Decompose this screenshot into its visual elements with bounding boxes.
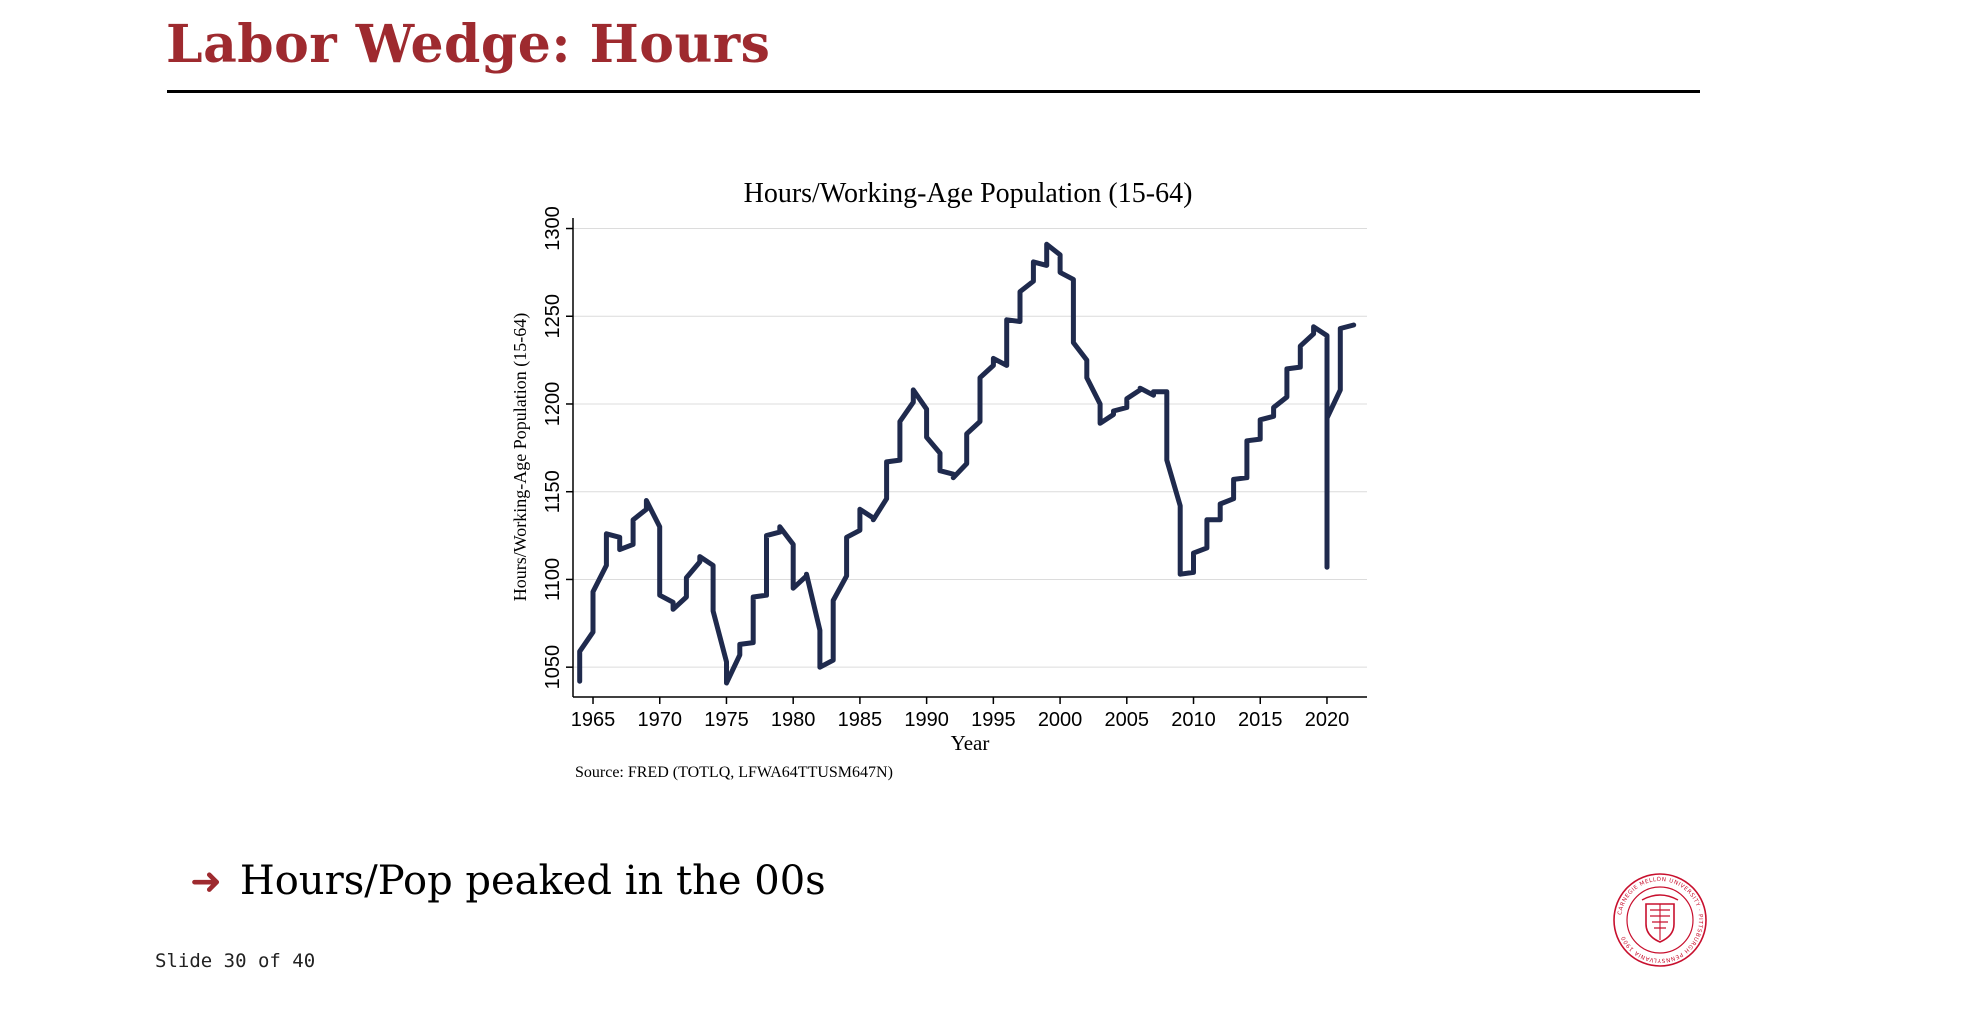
x-tick-label: 1995 [971, 709, 1016, 731]
x-tick-label: 1975 [704, 709, 749, 731]
bullet-point: ➜ Hours/Pop peaked in the 00s [190, 858, 826, 904]
right-arrow-icon: ➜ [190, 859, 222, 903]
university-seal-logo: CARNEGIE MELLON UNIVERSITY · PITTSBURGH … [1613, 873, 1707, 967]
slide-counter: Slide 30 of 40 [155, 950, 316, 972]
chart-source-note: Source: FRED (TOTLQ, LFWA64TTUSM647N) [575, 764, 893, 781]
x-tick-label: 1980 [771, 709, 816, 731]
slide-title: Labor Wedge: Hours [166, 14, 771, 75]
y-tick-label: 1200 [542, 382, 564, 427]
y-tick-label: 1100 [542, 558, 564, 601]
x-tick-label: 2015 [1238, 709, 1283, 731]
bullet-text: Hours/Pop peaked in the 00s [239, 858, 826, 904]
x-tick-label: 1985 [838, 709, 883, 731]
y-tick-label: 1150 [542, 470, 564, 513]
series-line-hours-per-pop [577, 241, 1357, 686]
x-tick-label: 2020 [1305, 709, 1350, 731]
y-tick-label: 1050 [542, 645, 564, 690]
y-tick-label: 1250 [542, 294, 564, 339]
x-tick-label: 2000 [1038, 709, 1083, 731]
title-divider [167, 90, 1700, 93]
x-tick-label: 2010 [1171, 709, 1216, 731]
x-tick-label: 1970 [637, 709, 682, 731]
y-tick-label: 1300 [542, 206, 564, 251]
x-ticks: 1965 1970 1975 1980 1985 1990 1995 2000 2005 2010… [571, 697, 1349, 731]
chart-title: Hours/Working-Age Population (15-64) [744, 178, 1193, 209]
y-axis-label: Hours/Working-Age Population (15-64) [510, 313, 531, 602]
x-tick-label: 2005 [1105, 709, 1150, 731]
y-ticks: 1050 1100 1150 1200 1250 1300 [542, 206, 573, 689]
x-axis-label: Year [951, 731, 990, 755]
x-tick-label: 1990 [904, 709, 949, 731]
x-tick-label: 1965 [571, 709, 616, 731]
